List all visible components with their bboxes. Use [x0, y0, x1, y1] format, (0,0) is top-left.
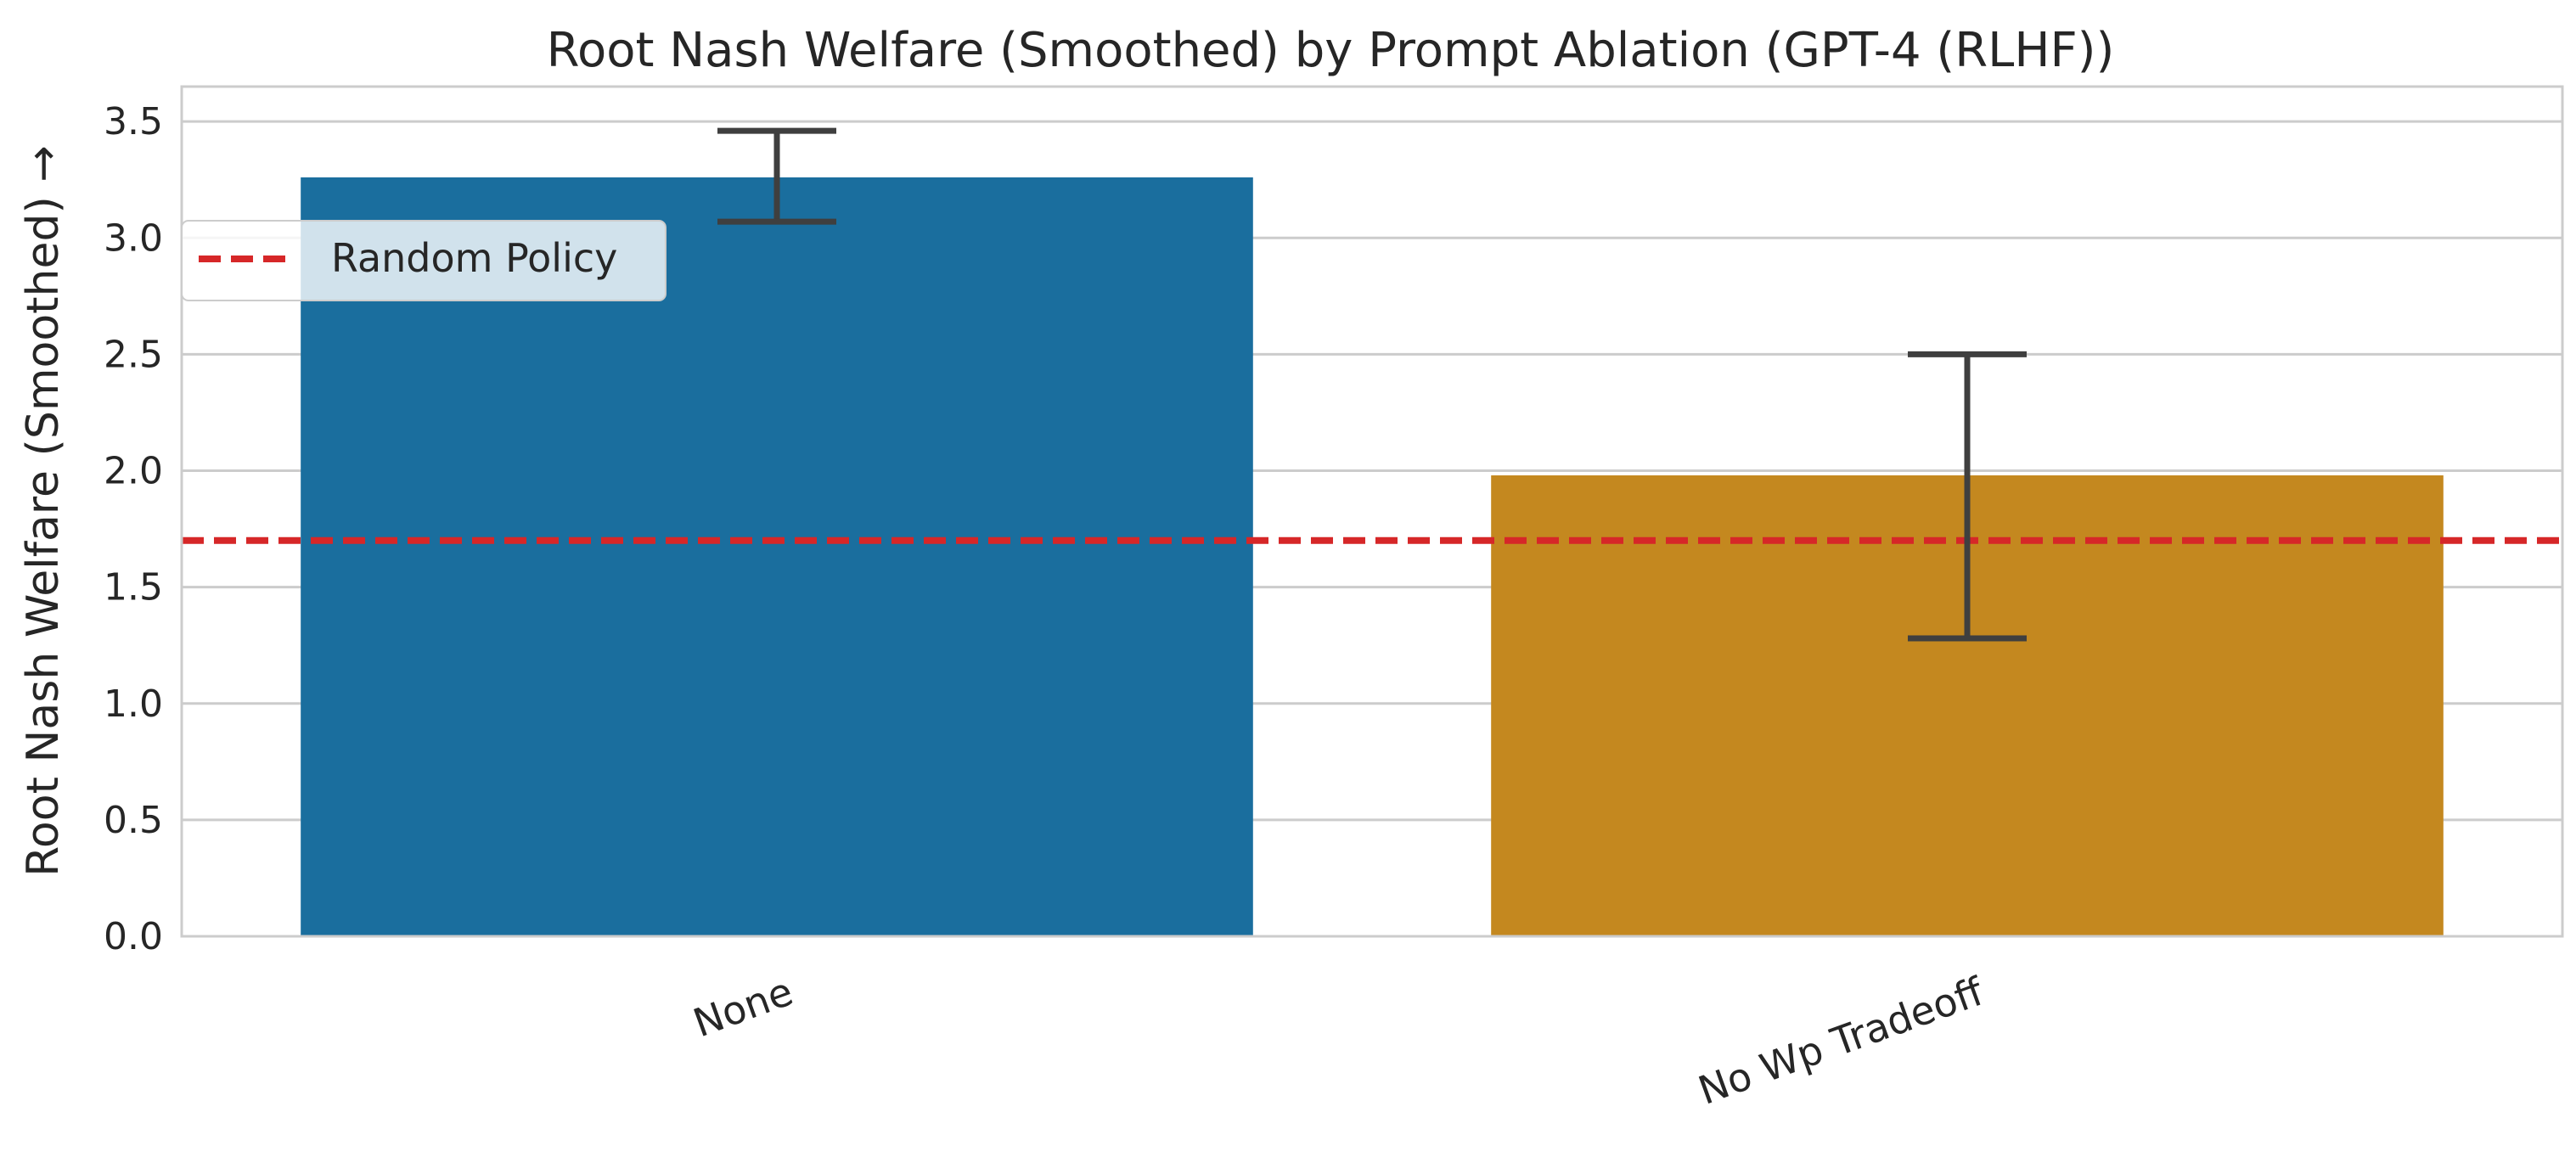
- legend-box: [181, 220, 666, 301]
- y-tick-label: 2.5: [104, 333, 163, 376]
- y-axis-label: Root Nash Welfare (Smoothed) →: [18, 145, 69, 877]
- bar: [301, 177, 1253, 936]
- y-tick-label: 0.0: [104, 915, 163, 958]
- y-tick-label: 1.5: [104, 566, 163, 609]
- chart-title: Root Nash Welfare (Smoothed) by Prompt A…: [547, 23, 2115, 78]
- y-tick-label: 0.5: [104, 799, 163, 842]
- y-tick-label: 2.0: [104, 450, 163, 493]
- y-axis-ticks: 0.0 0.5 1.0 1.5 2.0 2.5 3.0 3.5: [104, 100, 163, 958]
- x-tick-label: No Wp Tradeoff: [1692, 968, 1990, 1114]
- error-bars: [717, 127, 2027, 642]
- y-tick-label: 3.5: [104, 100, 163, 143]
- y-tick-label: 1.0: [104, 682, 163, 726]
- bars: [301, 177, 2444, 936]
- legend-label-random-policy: Random Policy: [331, 235, 617, 281]
- plot-frame: [180, 85, 2564, 938]
- legend: Random Policy: [181, 220, 666, 301]
- x-axis-ticks: None No Wp Tradeoff: [688, 968, 1990, 1114]
- x-tick-label: None: [688, 969, 799, 1047]
- y-tick-label: 3.0: [104, 216, 163, 260]
